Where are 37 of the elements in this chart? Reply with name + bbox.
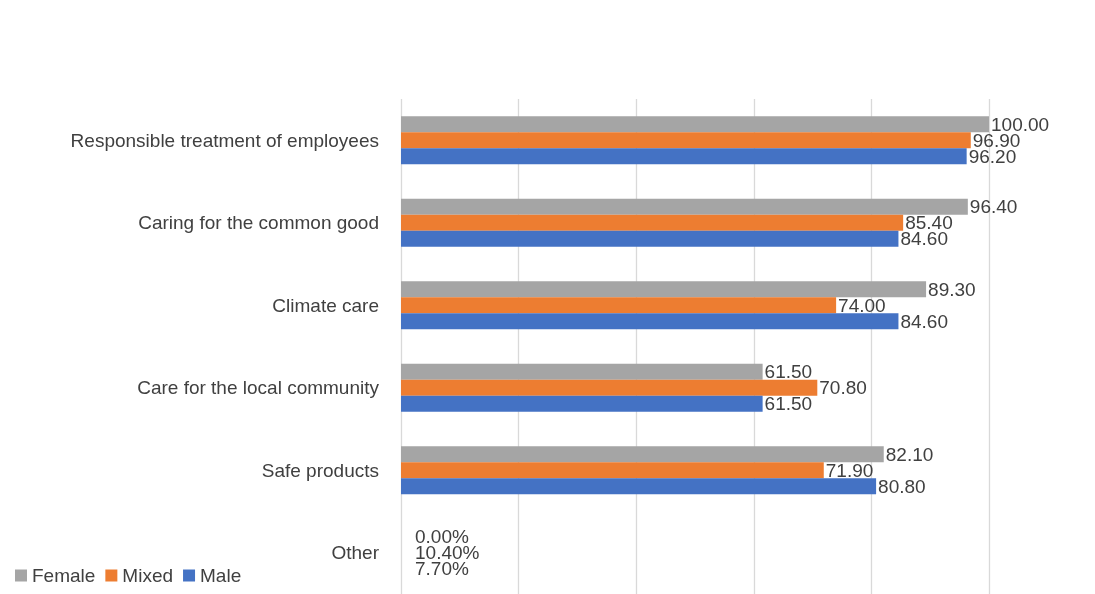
bar [401,214,904,231]
y-tick-label: Other [331,542,380,564]
bar [401,148,967,165]
bar [401,462,824,479]
data-label: 74.00 [838,294,886,316]
y-tick-label: Responsible treatment of employees [70,129,379,151]
bar [401,478,877,495]
bar [401,313,899,330]
data-label: 84.60 [900,228,948,250]
data-label: 70.80 [819,377,867,399]
data-label: 71.90 [825,459,874,481]
y-tick-label: Safe products [261,459,379,481]
y-tick-label: Care for the local community [137,377,380,399]
legend-label: Female [32,565,96,586]
bar [401,395,763,412]
bar [401,281,927,298]
data-label: 61.50 [764,393,813,415]
bar [401,230,899,247]
data-label: 84.60 [900,310,948,332]
legend-label: Mixed [122,565,174,586]
bar [401,132,971,149]
bar [401,198,968,215]
data-label: 61.50 [764,361,813,383]
data-label: 100.00 [991,113,1050,135]
data-label: 89.30 [928,278,976,300]
bar [401,379,818,396]
bar [401,446,884,463]
text: 7.70% [415,558,469,580]
y-tick-label: Climate care [272,294,379,316]
bar [401,363,763,380]
legend-label: Male [200,565,242,586]
data-label: 82.10 [885,443,934,465]
y-tick-label: Caring for the common good [138,212,379,234]
bar [401,297,837,314]
bar [401,116,989,133]
data-label: 96.40 [969,196,1018,218]
data-label: 80.80 [878,475,926,497]
